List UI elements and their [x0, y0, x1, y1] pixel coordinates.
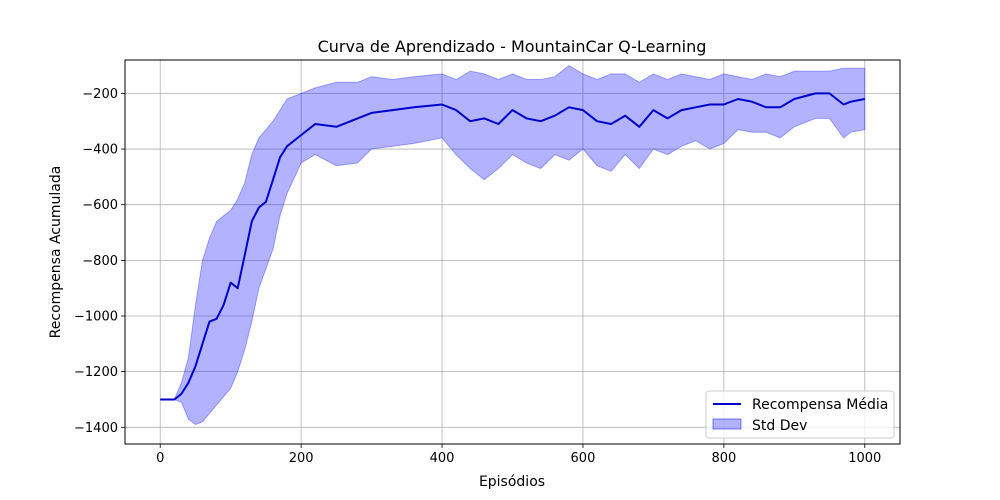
- x-tick-label: 800: [711, 451, 736, 466]
- std-dev-band: [160, 64, 866, 426]
- chart-title: Curva de Aprendizado - MountainCar Q-Lea…: [318, 37, 707, 56]
- y-tick-label: −600: [82, 198, 118, 213]
- x-tick-label: 0: [156, 451, 164, 466]
- y-tick-label: −1400: [74, 421, 118, 436]
- y-axis-label: Recompensa Acumulada: [48, 166, 64, 339]
- mean-line-layer: [160, 92, 865, 401]
- x-tick-label: 600: [571, 451, 596, 466]
- mean-reward-line: [160, 92, 865, 401]
- plot-area-background: [125, 60, 900, 444]
- legend-band-swatch: [712, 418, 742, 430]
- legend-frame: [705, 390, 895, 439]
- y-tick-label: −1000: [74, 310, 118, 325]
- y-tick-label: −800: [82, 254, 118, 269]
- y-tick-label: −1200: [74, 365, 118, 380]
- plot-area-frame: [124, 59, 901, 445]
- x-axis-label: Episódios: [479, 474, 545, 490]
- x-axis-ticks: 0 200 400 600 800 1000: [156, 444, 881, 466]
- y-tick-label: −400: [82, 143, 118, 158]
- y-tick-label: −200: [82, 87, 118, 102]
- legend: Recompensa Média Std Dev: [705, 390, 895, 439]
- legend-label-stddev: Std Dev: [752, 418, 807, 434]
- legend-label-mean: Recompensa Média: [752, 397, 888, 413]
- x-tick-label: 1000: [848, 451, 881, 466]
- y-axis-ticks: −1400 −1200 −1000 −800 −600 −400 −200: [74, 87, 125, 436]
- x-tick-label: 400: [430, 451, 455, 466]
- x-tick-label: 200: [289, 451, 314, 466]
- std-dev-band-layer: [160, 64, 866, 426]
